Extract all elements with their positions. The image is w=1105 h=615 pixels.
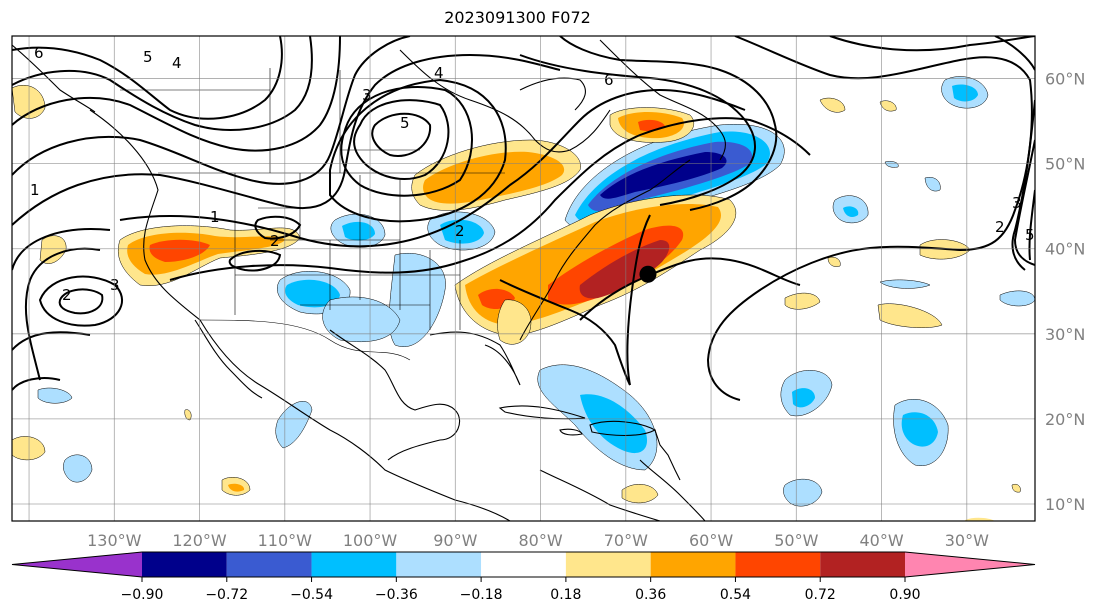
map-frame xyxy=(11,35,1036,522)
gridlines xyxy=(12,36,1035,521)
lat-label: 40°N xyxy=(1045,240,1085,259)
contour-label: 2 xyxy=(995,218,1005,236)
colorbar-tick-label: 0.54 xyxy=(720,587,751,603)
colorbar-segment xyxy=(396,552,482,577)
colorbar-segment xyxy=(311,552,397,577)
lon-label: 110°W xyxy=(258,531,313,550)
lon-label: 70°W xyxy=(604,531,648,550)
storm-center-marker xyxy=(639,265,657,283)
contour-label: 3 xyxy=(1012,194,1022,212)
colorbar-segment xyxy=(142,552,227,577)
lon-label: 80°W xyxy=(518,531,562,550)
colorbar-segment xyxy=(735,552,821,577)
colorbar-extend-low xyxy=(12,552,142,577)
colorbar-extend-high xyxy=(905,552,1035,577)
contour-label: 2 xyxy=(455,222,465,240)
colorbar-tick-label: 0.90 xyxy=(889,587,920,603)
height-contours xyxy=(12,36,1035,401)
colorbar-tick-label: −0.72 xyxy=(205,587,248,603)
longitude-labels: 130°W 120°W 110°W 100°W 90°W 80°W 70°W 60°W 50°W… xyxy=(87,531,989,550)
lon-label: 50°W xyxy=(774,531,818,550)
lon-label: 120°W xyxy=(172,531,227,550)
contour-label: 4 xyxy=(172,54,182,72)
colorbar-segment xyxy=(565,552,651,577)
colorbar-tick-label: 0.18 xyxy=(550,587,581,603)
contour-label: 4 xyxy=(434,64,444,82)
lat-label: 60°N xyxy=(1045,70,1085,89)
lat-label: 20°N xyxy=(1045,410,1085,429)
contour-label: 1 xyxy=(210,208,220,226)
contour-label: 5 xyxy=(1025,226,1035,244)
contour-label: 6 xyxy=(34,44,44,62)
latitude-labels: 60°N 50°N 40°N 30°N 20°N 10°N xyxy=(1045,70,1085,514)
contour-label: 2 xyxy=(270,232,280,250)
lat-label: 10°N xyxy=(1045,495,1085,514)
colorbar-tick-label: −0.54 xyxy=(290,587,333,603)
lon-label: 30°W xyxy=(945,531,989,550)
colorbar xyxy=(11,551,1036,578)
lon-label: 90°W xyxy=(433,531,477,550)
lon-label: 130°W xyxy=(87,531,142,550)
colorbar-ticks: −0.90 −0.72 −0.54 −0.36 −0.18 0.18 0.36 0.54 0.7… xyxy=(121,577,921,603)
contour-label: 2 xyxy=(62,286,72,304)
colorbar-tick-label: −0.36 xyxy=(375,587,418,603)
colorbar-segment xyxy=(650,552,736,577)
contour-label: 5 xyxy=(400,114,410,132)
contour-label: 3 xyxy=(362,86,372,104)
map-title: 2023091300 F072 xyxy=(444,8,591,27)
contour-labels: 6 5 4 1 2 3 4 5 1 2 2 3 4 6 2 3 5 xyxy=(30,44,1035,304)
colorbar-tick-label: 0.36 xyxy=(635,587,666,603)
colorbar-segment xyxy=(226,552,312,577)
lat-label: 30°N xyxy=(1045,325,1085,344)
lat-label: 50°N xyxy=(1045,155,1085,174)
lon-label: 100°W xyxy=(343,531,398,550)
contour-label: 5 xyxy=(143,48,153,66)
political-borders xyxy=(120,68,505,361)
contour-label: 6 xyxy=(604,71,614,89)
colorbar-tick-label: 0.72 xyxy=(805,587,836,603)
colorbar-tick-label: −0.90 xyxy=(121,587,164,603)
lon-label: 60°W xyxy=(689,531,733,550)
contour-label: 1 xyxy=(30,181,40,199)
lon-label: 40°W xyxy=(859,531,903,550)
colorbar-segment xyxy=(820,552,905,577)
colorbar-segment xyxy=(481,552,566,577)
colorbar-tick-label: −0.18 xyxy=(460,587,503,603)
contour-label: 3 xyxy=(110,276,120,294)
